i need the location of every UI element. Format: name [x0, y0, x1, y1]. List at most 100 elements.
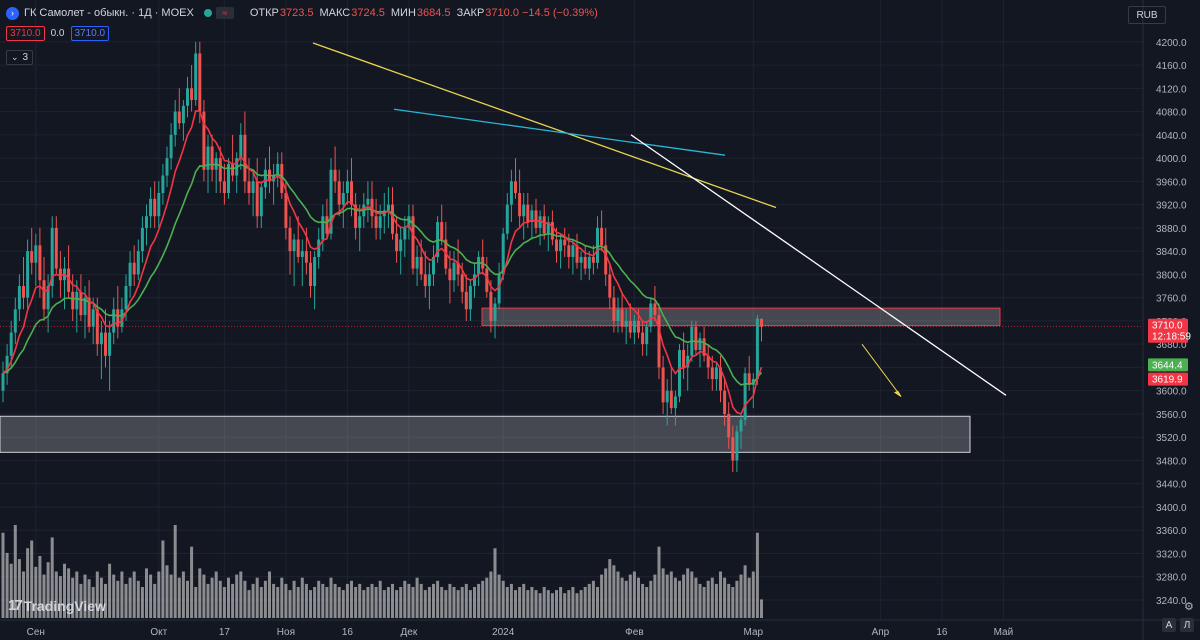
y-tick-label: 3480.0 — [1156, 456, 1187, 467]
currency-selector[interactable]: RUB — [1128, 6, 1166, 24]
volume-bar — [509, 583, 513, 618]
volume-bar — [755, 532, 759, 618]
candle-body — [538, 216, 542, 228]
candle-body — [313, 256, 317, 287]
candle-body — [559, 239, 563, 252]
volume-bar — [288, 590, 292, 618]
candle-body — [116, 309, 120, 327]
candle-body — [514, 181, 517, 193]
volume-bar — [58, 576, 62, 618]
candle-body — [509, 181, 513, 205]
tradingview-logo-text: TradingView — [23, 597, 106, 614]
candle-body — [243, 134, 247, 182]
y-tick-label: 4040.0 — [1156, 131, 1187, 142]
candle-body — [641, 332, 645, 345]
volume-bar — [169, 574, 173, 618]
y-tick-label: 3920.0 — [1156, 201, 1187, 212]
candle-body — [124, 286, 128, 310]
bid-price[interactable]: 3710.0 — [6, 26, 45, 41]
volume-bar — [235, 574, 239, 618]
candle-body — [567, 245, 571, 257]
candle-body — [477, 256, 481, 275]
candle-body — [104, 332, 107, 356]
volume-bar — [75, 571, 79, 618]
candle-body — [501, 233, 505, 275]
volume-bar — [391, 583, 394, 618]
volume-bar — [120, 571, 124, 618]
volume-bar — [661, 568, 665, 618]
volume-bar — [600, 574, 604, 618]
candle-body — [161, 175, 165, 193]
candle-body — [42, 280, 46, 310]
volume-bar — [411, 587, 415, 618]
y-tick-label: 3320.0 — [1156, 549, 1187, 560]
candle-body — [30, 251, 34, 263]
candle-body — [22, 286, 25, 298]
price-axis-label: 3619.9 — [1152, 375, 1183, 386]
candle-body — [173, 111, 177, 135]
volume-bar — [99, 577, 103, 618]
volume-bar — [132, 571, 136, 618]
volume-bar — [350, 580, 353, 618]
volume-bar — [751, 571, 755, 618]
candle-body — [231, 163, 235, 176]
y-tick-label: 3680.0 — [1156, 340, 1187, 351]
gear-icon[interactable]: ⚙ — [1184, 601, 1194, 613]
candle-body — [5, 355, 9, 374]
volume-bar — [448, 583, 452, 618]
volume-bar — [272, 583, 276, 618]
volume-bar — [50, 537, 54, 618]
volume-bar — [296, 587, 300, 618]
symbol-title[interactable]: ГК Самолет - обыкн. · 1Д · MOEX — [24, 7, 194, 19]
market-status-icon — [203, 9, 212, 17]
candle-body — [411, 216, 415, 269]
auto-scale-button[interactable]: A — [1162, 618, 1176, 632]
candle-body — [596, 227, 599, 263]
volume-bar — [345, 583, 349, 618]
volume-bar — [71, 577, 75, 618]
log-scale-button[interactable]: Л — [1180, 618, 1194, 632]
x-tick-label: Фев — [625, 627, 643, 638]
candle-body — [108, 332, 112, 356]
x-tick-label: 2024 — [492, 627, 515, 638]
volume-bar — [108, 563, 112, 618]
volume-bar — [464, 583, 468, 618]
candle-body — [247, 181, 251, 193]
candle-body — [423, 274, 427, 287]
close-value: 3710.0 −14.5 (−0.39%) — [485, 7, 598, 19]
candle-body — [71, 291, 75, 310]
y-tick-label: 3400.0 — [1156, 503, 1187, 514]
chart-legend: › ГК Самолет - обыкн. · 1Д · MOEX ≈ ОТКР… — [6, 5, 604, 21]
volume-bar — [427, 587, 431, 618]
candle-body — [505, 204, 509, 234]
candle-body — [181, 105, 185, 124]
candle-body — [26, 251, 30, 298]
candle-body — [341, 192, 345, 205]
volume-bar — [124, 583, 128, 618]
indicator-wave-icon[interactable]: ≈ — [215, 7, 234, 19]
candle-body — [378, 216, 382, 228]
y-tick-label: 3800.0 — [1156, 270, 1187, 281]
volume-bar — [690, 571, 694, 618]
volume-bar — [9, 563, 13, 618]
volume-bar — [239, 571, 243, 618]
candle-body — [263, 169, 267, 188]
volume-bar — [104, 583, 107, 618]
candle-body — [739, 419, 743, 432]
volume-bar — [366, 587, 370, 618]
indicators-toggle[interactable]: ⌄ 3 — [6, 50, 34, 65]
volume-bar — [522, 583, 526, 618]
volume-bar — [673, 577, 677, 618]
arrow-line — [861, 343, 902, 397]
y-tick-label: 4120.0 — [1156, 84, 1187, 95]
y-tick-label: 3520.0 — [1156, 433, 1187, 444]
x-tick-label: Май — [994, 627, 1014, 638]
ask-price[interactable]: 3710.0 — [70, 26, 110, 41]
candle-body — [91, 309, 95, 327]
volume-bar — [42, 574, 46, 618]
candle-body — [194, 53, 198, 100]
candle-body — [354, 204, 358, 228]
volume-bar — [374, 587, 378, 618]
volume-bar — [415, 577, 419, 618]
